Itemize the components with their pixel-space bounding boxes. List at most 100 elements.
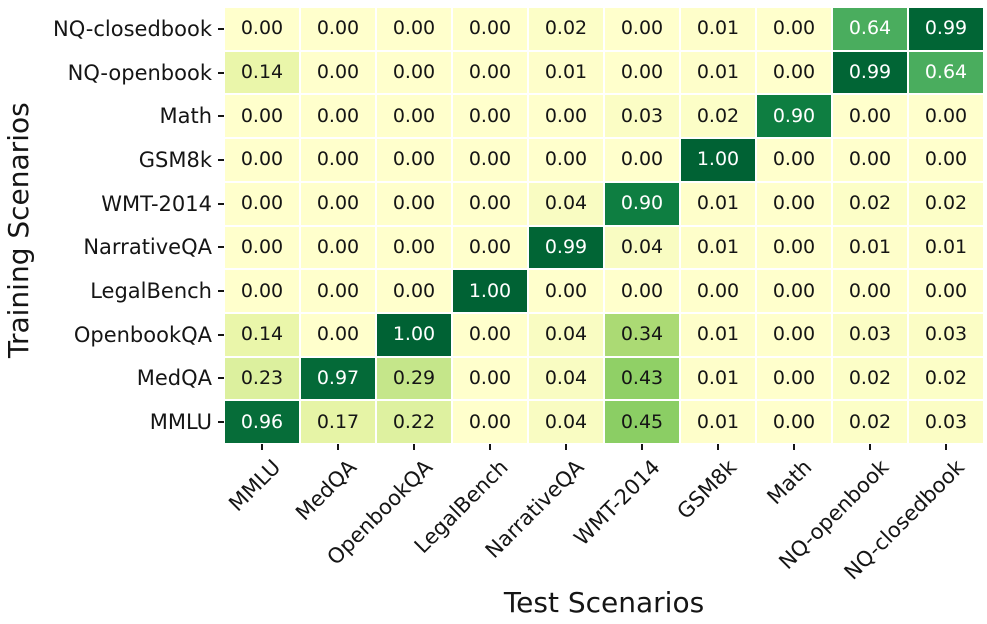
y-tick: [218, 71, 224, 74]
y-tick: [218, 202, 224, 205]
heatmap-cell: 0.00: [453, 313, 527, 356]
heatmap-cell: 0.00: [833, 270, 907, 312]
heatmap-cell: 0.00: [757, 8, 831, 50]
heatmap-cell: 0.00: [377, 226, 451, 269]
row-label: WMT-2014: [101, 191, 212, 216]
heatmap-cell: 0.00: [225, 182, 299, 225]
heatmap-cell: 0.34: [605, 313, 679, 356]
heatmap-cell: 0.43: [605, 357, 679, 400]
x-tick: [945, 444, 947, 450]
heatmap-cell: 1.00: [377, 313, 451, 356]
heatmap-cell: 0.99: [909, 8, 983, 50]
heatmap-cell: 0.90: [605, 182, 679, 225]
row-label: LegalBench: [90, 279, 212, 304]
heatmap-cell: 0.01: [681, 401, 755, 443]
heatmap-cell: 0.01: [681, 226, 755, 269]
heatmap-cell: 0.00: [757, 182, 831, 225]
heatmap-cell: 0.00: [301, 8, 375, 50]
heatmap-cell: 0.00: [757, 139, 831, 181]
y-tick: [218, 115, 224, 118]
x-tick: [337, 444, 339, 450]
x-tick: [717, 444, 719, 450]
heatmap-cell: 0.14: [225, 313, 299, 356]
heatmap-cell: 0.01: [681, 8, 755, 50]
heatmap-cell: 0.00: [453, 51, 527, 94]
heatmap-cell: 0.00: [529, 139, 603, 181]
heatmap-cell: 0.01: [681, 51, 755, 94]
heatmap-cell: 0.03: [909, 401, 983, 443]
heatmap-cell: 0.00: [301, 313, 375, 356]
heatmap-cell: 0.00: [225, 95, 299, 138]
heatmap-cell: 0.99: [833, 51, 907, 94]
heatmap-cell: 0.00: [301, 182, 375, 225]
heatmap-cell: 0.00: [453, 182, 527, 225]
col-label: MMLU: [223, 455, 285, 516]
heatmap-cell: 0.64: [833, 8, 907, 50]
heatmap-cell: 0.00: [377, 51, 451, 94]
heatmap-cell: 0.00: [301, 270, 375, 312]
x-tick: [489, 444, 491, 450]
heatmap-cell: 0.00: [377, 95, 451, 138]
row-label: MMLU: [149, 410, 212, 435]
x-tick: [261, 444, 263, 450]
x-tick: [641, 444, 643, 450]
heatmap-cell: 0.00: [757, 226, 831, 269]
y-tick: [218, 158, 224, 161]
heatmap-cell: 0.00: [605, 8, 679, 50]
heatmap-cell: 0.90: [757, 95, 831, 138]
row-label: NQ-openbook: [67, 60, 212, 85]
heatmap-cell: 0.00: [529, 95, 603, 138]
x-tick: [869, 444, 871, 450]
heatmap-cell: 0.00: [301, 226, 375, 269]
heatmap-cell: 0.04: [605, 226, 679, 269]
y-tick: [218, 377, 224, 380]
heatmap-cell: 0.00: [225, 226, 299, 269]
y-tick: [218, 290, 224, 293]
heatmap-cell: 0.22: [377, 401, 451, 443]
heatmap-cell: 0.17: [301, 401, 375, 443]
heatmap-cell: 0.00: [377, 8, 451, 50]
heatmap-cell: 1.00: [453, 270, 527, 312]
heatmap-cell: 0.00: [453, 95, 527, 138]
heatmap-cell: 0.01: [529, 51, 603, 94]
heatmap-cell: 0.03: [605, 95, 679, 138]
heatmap-cell: 0.03: [909, 313, 983, 356]
y-tick: [218, 27, 224, 30]
heatmap-cell: 0.00: [833, 95, 907, 138]
heatmap-cell: 0.00: [453, 226, 527, 269]
heatmap-cell: 0.00: [377, 270, 451, 312]
row-label: NarrativeQA: [83, 235, 212, 260]
heatmap-cell: 0.00: [453, 357, 527, 400]
x-tick: [565, 444, 567, 450]
heatmap-cell: 0.64: [909, 51, 983, 94]
heatmap-grid: 0.00 0.00 0.00 0.00 0.02 0.00 0.01 0.00 0.64 0.99…: [225, 8, 983, 443]
heatmap-cell: 0.01: [681, 357, 755, 400]
heatmap-cell: 0.02: [529, 8, 603, 50]
heatmap-cell: 0.00: [605, 139, 679, 181]
heatmap-cell: 0.03: [833, 313, 907, 356]
heatmap-cell: 0.02: [833, 357, 907, 400]
heatmap-cell: 0.00: [833, 139, 907, 181]
heatmap-cell: 0.02: [909, 182, 983, 225]
heatmap-cell: 0.02: [909, 357, 983, 400]
heatmap-cell: 0.00: [377, 139, 451, 181]
heatmap-cell: 0.00: [757, 270, 831, 312]
heatmap-cell: 0.00: [453, 8, 527, 50]
heatmap-cell: 0.02: [833, 401, 907, 443]
x-tick: [413, 444, 415, 450]
heatmap-cell: 0.00: [301, 95, 375, 138]
heatmap-cell: 0.00: [225, 270, 299, 312]
heatmap-cell: 0.00: [605, 51, 679, 94]
heatmap-cell: 0.00: [909, 270, 983, 312]
heatmap-cell: 0.01: [833, 226, 907, 269]
heatmap-cell: 0.00: [605, 270, 679, 312]
row-label: Math: [159, 104, 212, 129]
heatmap-cell: 0.02: [833, 182, 907, 225]
heatmap-cell: 0.00: [757, 401, 831, 443]
heatmap-cell: 0.02: [681, 95, 755, 138]
heatmap-cell: 0.00: [757, 313, 831, 356]
row-label: GSM8k: [138, 147, 212, 172]
heatmap-cell: 0.00: [909, 139, 983, 181]
y-tick: [218, 333, 224, 336]
row-label: OpenbookQA: [73, 322, 212, 347]
